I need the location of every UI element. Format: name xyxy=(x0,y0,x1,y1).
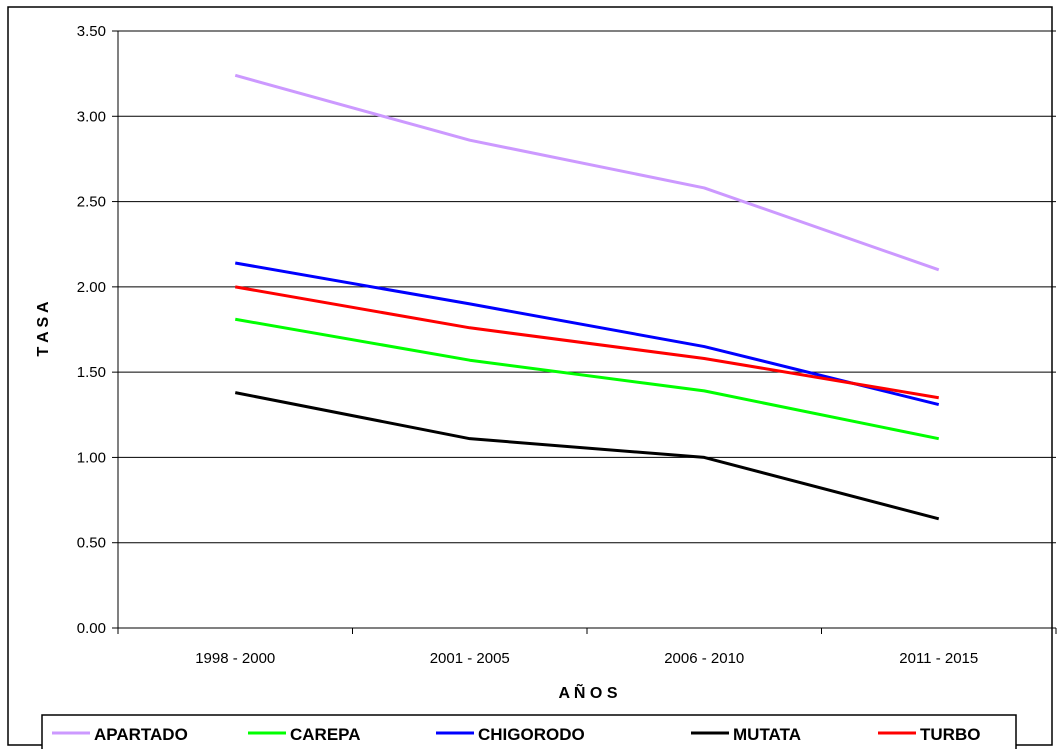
y-tick-labels: 0.00 0.50 1.00 1.50 2.00 2.50 3.00 3.50 xyxy=(77,23,106,637)
x-tick-label: 2006 - 2010 xyxy=(664,650,744,667)
legend-label-apartado: APARTADO xyxy=(94,725,188,744)
x-tick-label: 1998 - 2000 xyxy=(195,650,275,667)
series-line-chigorodo xyxy=(234,261,940,407)
y-tick-label: 2.00 xyxy=(77,279,106,296)
legend-label-chigorodo: CHIGORODO xyxy=(478,725,585,744)
series-line-apartado xyxy=(234,73,940,272)
gridlines xyxy=(118,30,1056,544)
x-tick-label: 2011 - 2015 xyxy=(899,650,978,667)
y-tick-label: 2.50 xyxy=(77,194,106,211)
chart-frame xyxy=(7,6,1053,746)
x-axis-title: A Ñ O S xyxy=(559,682,618,702)
y-tick-label: 0.00 xyxy=(77,620,106,637)
y-tick-label: 1.00 xyxy=(77,449,106,466)
y-tick-label: 3.00 xyxy=(77,108,106,125)
series-lines xyxy=(234,73,940,521)
y-tick-label: 0.50 xyxy=(77,535,106,552)
x-tick-label: 2001 - 2005 xyxy=(430,650,510,667)
legend: APARTADO CAREPA CHIGORODO MUTATA TURBO xyxy=(41,714,1017,749)
series-line-mutata xyxy=(234,391,940,521)
axes xyxy=(112,30,1057,634)
legend-label-mutata: MUTATA xyxy=(733,725,801,744)
y-tick-label: 3.50 xyxy=(77,23,106,40)
y-tick-label: 1.50 xyxy=(77,364,106,381)
x-tick-labels: 1998 - 2000 2001 - 2005 2006 - 2010 2011 - … xyxy=(195,650,978,667)
legend-label-carepa: CAREPA xyxy=(290,725,361,744)
y-axis-title: T A S A xyxy=(35,301,52,357)
series-line-turbo xyxy=(234,285,939,400)
legend-label-turbo: TURBO xyxy=(920,725,980,744)
legend-box xyxy=(41,714,1017,749)
series-line-carepa xyxy=(234,317,940,441)
